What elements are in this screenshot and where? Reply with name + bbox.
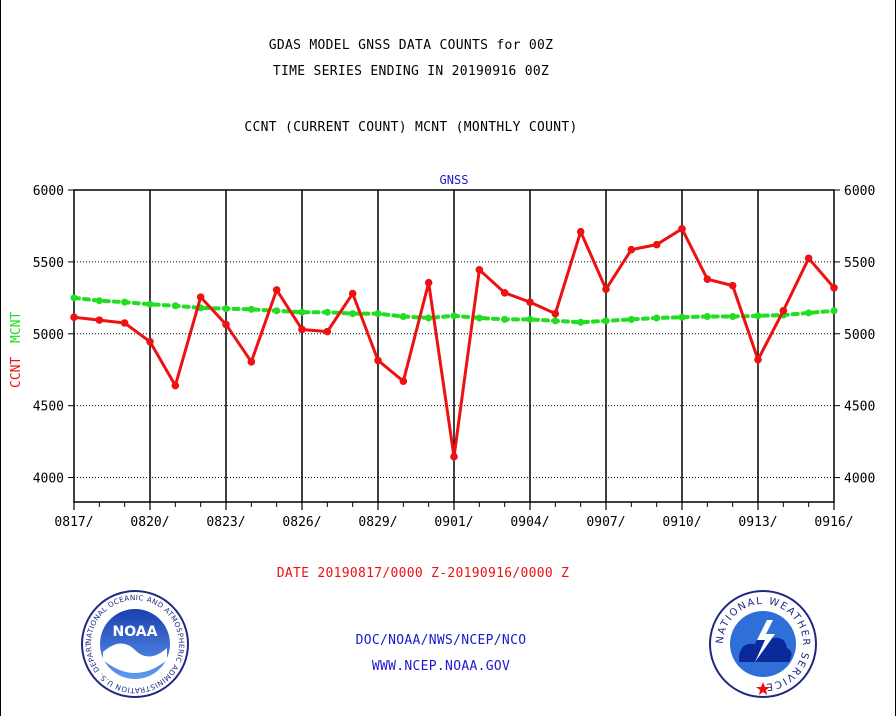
ccnt-point (703, 275, 712, 283)
y-tick-label-left: 6000 (33, 184, 64, 199)
mcnt-point (425, 314, 433, 322)
ccnt-point (70, 313, 78, 322)
x-tick-label: 0823/ (206, 515, 245, 530)
mcnt-point (805, 309, 813, 317)
mcnt-point (399, 313, 407, 321)
y-tick-label-right: 4500 (844, 400, 875, 415)
chart-title-line2: TIME SERIES ENDING IN 20190916 00Z (272, 64, 550, 79)
y-axis-label-mcnt: MCNT (9, 312, 24, 343)
ccnt-point (95, 316, 104, 324)
ccnt-point (779, 306, 788, 315)
mcnt-point (298, 308, 306, 316)
mcnt-point (501, 315, 509, 323)
x-tick-label: 0826/ (282, 515, 321, 530)
ccnt-point (728, 281, 737, 290)
mcnt-point (729, 313, 737, 321)
ccnt-point (804, 254, 813, 263)
mcnt-point (602, 317, 610, 325)
mcnt-point (653, 314, 661, 322)
mcnt-point (450, 312, 458, 320)
mcnt-point (70, 294, 78, 302)
ccnt-point (222, 320, 230, 329)
y-tick-label-right: 5500 (844, 256, 875, 271)
x-tick-label: 0916/ (814, 515, 853, 530)
org-label: DOC/NOAA/NWS/NCEP/NCO (355, 633, 527, 648)
mcnt-point (247, 305, 255, 313)
y-tick-label-right: 4000 (844, 472, 875, 487)
mcnt-point (95, 297, 103, 305)
x-tick-label: 0817/ (54, 515, 93, 530)
ccnt-point (475, 265, 484, 274)
ccnt-point (678, 225, 686, 233)
ccnt-point (526, 298, 534, 306)
mcnt-point (830, 307, 838, 315)
ccnt-point (602, 285, 610, 294)
ccnt-point (171, 381, 180, 390)
ccnt-point (627, 245, 636, 254)
ccnt-point (551, 309, 560, 318)
ccnt-point (348, 289, 357, 298)
mcnt-point (526, 315, 534, 323)
ccnt-point (830, 283, 838, 292)
ccnt-point (196, 293, 205, 301)
x-tick-label: 0820/ (130, 515, 169, 530)
ccnt-point (399, 377, 408, 386)
ccnt-point (374, 356, 382, 365)
mcnt-point (374, 310, 382, 318)
x-tick-label: 0901/ (434, 515, 473, 530)
ccnt-point (754, 355, 762, 364)
date-range-label: DATE 20190817/0000 Z-20190916/0000 Z (276, 566, 570, 581)
ccnt-point (652, 240, 661, 249)
mcnt-point (273, 307, 281, 315)
x-tick-label: 0910/ (662, 515, 701, 530)
mcnt-point (754, 312, 762, 320)
ccnt-point (247, 358, 256, 366)
x-tick-label: 0904/ (510, 515, 549, 530)
ccnt-point (500, 289, 509, 297)
mcnt-point (146, 300, 154, 308)
mcnt-point (703, 313, 711, 321)
ccnt-point (272, 286, 281, 294)
chart-title-line1: GDAS MODEL GNSS DATA COUNTS for 00Z (268, 38, 554, 53)
y-tick-label-right: 6000 (844, 184, 875, 199)
y-tick-label-left: 5500 (33, 256, 64, 271)
mcnt-point (475, 314, 483, 322)
x-tick-label: 0913/ (738, 515, 777, 530)
x-tick-label: 0829/ (358, 515, 397, 530)
mcnt-point (222, 305, 230, 313)
plot-title: GNSS (440, 173, 469, 187)
noaa-logo-text: NOAA (113, 624, 158, 640)
url-label[interactable]: WWW.NCEP.NOAA.GOV (371, 659, 511, 674)
mcnt-point (323, 308, 331, 316)
mcnt-point (121, 298, 129, 306)
noaa-logo: NATIONAL OCEANIC AND ATMOSPHERIC ADMINIS… (81, 590, 189, 698)
chart-subtitle: CCNT (CURRENT COUNT) MCNT (MONTHLY COUNT… (244, 120, 578, 135)
mcnt-point (349, 310, 357, 318)
y-tick-label-left: 5000 (33, 328, 64, 343)
ccnt-point (146, 337, 154, 346)
mcnt-point (171, 302, 179, 310)
ccnt-point (298, 325, 306, 334)
mcnt-point (678, 313, 686, 321)
mcnt-point (627, 315, 635, 323)
mcnt-point (551, 317, 559, 325)
ccnt-point (323, 327, 332, 336)
y-axis-label-ccnt: CCNT (9, 357, 24, 388)
ccnt-point (576, 227, 585, 236)
y-tick-label-left: 4000 (33, 472, 64, 487)
nws-logo: NATIONAL WEATHER SERVICE (709, 590, 817, 698)
ccnt-point (120, 319, 129, 327)
x-tick-label: 0907/ (586, 515, 625, 530)
ccnt-point (450, 452, 458, 461)
mcnt-point (577, 318, 585, 326)
y-tick-label-right: 5000 (844, 328, 875, 343)
ccnt-point (424, 278, 433, 287)
y-tick-label-left: 4500 (33, 400, 64, 415)
